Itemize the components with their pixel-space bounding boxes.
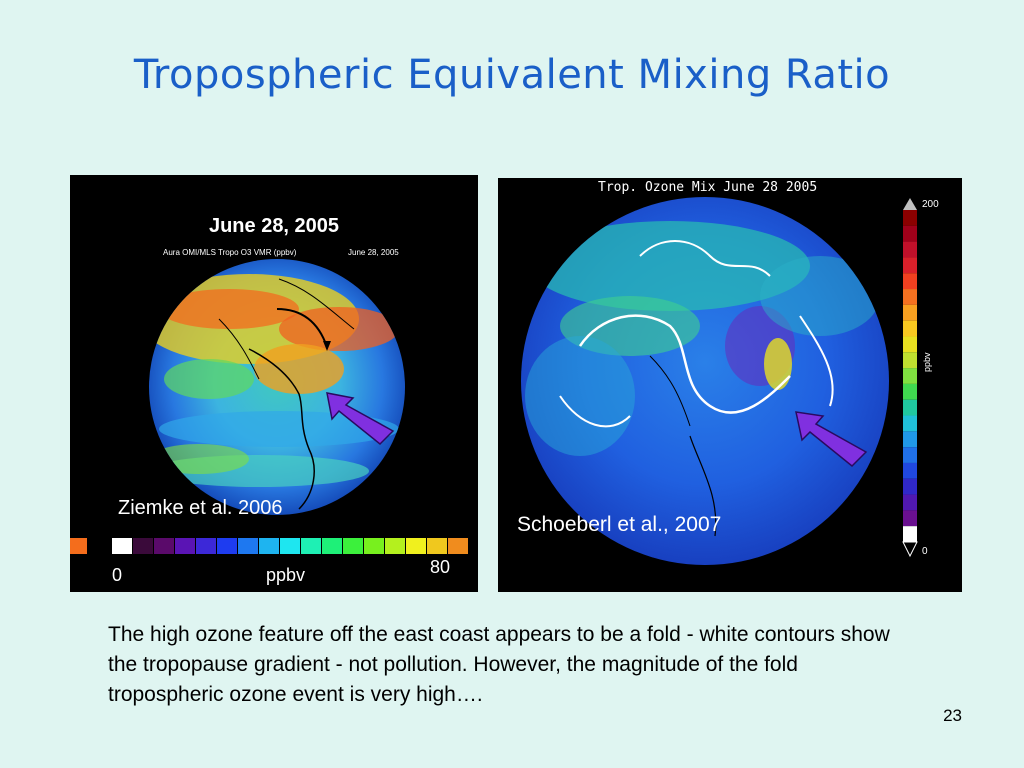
- left-colorbar-swatch: [364, 538, 384, 554]
- left-colorbar-swatch: [259, 538, 279, 554]
- right-globe-image: [521, 197, 889, 565]
- right-colorbar-max-label: 200: [922, 199, 939, 210]
- left-map-heading: June 28, 2005: [208, 215, 340, 237]
- right-colorbar-swatch: [903, 399, 917, 416]
- right-map-heading: Trop. Ozone Mix June 28 2005: [598, 180, 818, 195]
- left-colorbar: [112, 538, 469, 556]
- right-colorbar-swatch: [903, 494, 917, 511]
- right-colorbar-swatch: [903, 462, 917, 479]
- right-colorbar-swatch: [903, 336, 917, 353]
- right-colorbar-top-arrow: [903, 198, 917, 210]
- left-colorbar-swatch: [238, 538, 258, 554]
- right-colorbar-swatch: [903, 289, 917, 305]
- left-colorbar-swatch: [322, 538, 342, 554]
- right-colorbar-swatch: [903, 210, 917, 226]
- right-colorbar-swatch: [903, 447, 917, 463]
- left-colorbar-swatch: [112, 538, 132, 554]
- left-colorbar-swatch: [154, 538, 174, 554]
- left-colorbar-min-label: 0: [112, 565, 123, 585]
- right-colorbar-min-label: 0: [922, 546, 928, 557]
- left-colorbar-swatch: [196, 538, 216, 554]
- right-colorbar-swatch: [903, 225, 917, 242]
- right-colorbar-swatch: [903, 352, 917, 369]
- left-colorbar-swatch: [280, 538, 300, 554]
- right-colorbar-swatch: [903, 368, 917, 384]
- right-colorbar-unit-label: ppbv: [922, 352, 932, 372]
- slide-title: Tropospheric Equivalent Mixing Ratio: [133, 52, 891, 98]
- left-colorbar-overflow-swatch: [70, 538, 87, 554]
- right-colorbar-swatch: [903, 383, 917, 400]
- left-colorbar-unit-label: ppbv: [266, 565, 306, 585]
- right-colorbar-swatch: [903, 304, 917, 321]
- right-colorbar-swatch: [903, 415, 917, 432]
- left-colorbar-swatch: [343, 538, 363, 554]
- left-colorbar-swatch: [448, 538, 468, 554]
- right-colorbar-swatch: [903, 431, 917, 448]
- right-colorbar-bottom-arrow: [902, 541, 918, 558]
- left-colorbar-swatch: [406, 538, 426, 554]
- left-colorbar-swatch: [301, 538, 321, 554]
- right-map-credit: Schoeberl et al., 2007: [517, 513, 722, 536]
- right-colorbar-swatch: [903, 320, 917, 337]
- right-colorbar: [902, 198, 918, 558]
- left-ozone-map-panel: June 28, 2005 Aura OMI/MLS Tropo O3 VMR …: [70, 175, 478, 592]
- left-colorbar-swatch: [133, 538, 153, 554]
- slide-number: 23: [943, 706, 962, 725]
- left-colorbar-swatch: [427, 538, 447, 554]
- right-colorbar-swatch: [903, 510, 917, 527]
- left-map-subheading: Aura OMI/MLS Tropo O3 VMR (ppbv): [163, 248, 297, 257]
- right-colorbar-swatch: [903, 478, 917, 495]
- left-colorbar-swatch: [175, 538, 195, 554]
- right-colorbar-swatch: [903, 526, 917, 542]
- right-colorbar-swatch: [903, 273, 917, 290]
- left-map-credit: Ziemke et al. 2006: [118, 497, 283, 519]
- left-colorbar-swatch: [385, 538, 405, 554]
- right-colorbar-swatch: [903, 257, 917, 274]
- left-colorbar-swatch: [217, 538, 237, 554]
- right-colorbar-swatch: [903, 241, 917, 258]
- right-ozone-map-panel: Trop. Ozone Mix June 28 2005: [498, 178, 962, 592]
- slide-caption: The high ozone feature off the east coas…: [108, 623, 890, 706]
- left-colorbar-max-label: 80: [430, 557, 451, 577]
- left-map-subheading-date: June 28, 2005: [348, 248, 399, 257]
- left-globe-image: [149, 259, 405, 515]
